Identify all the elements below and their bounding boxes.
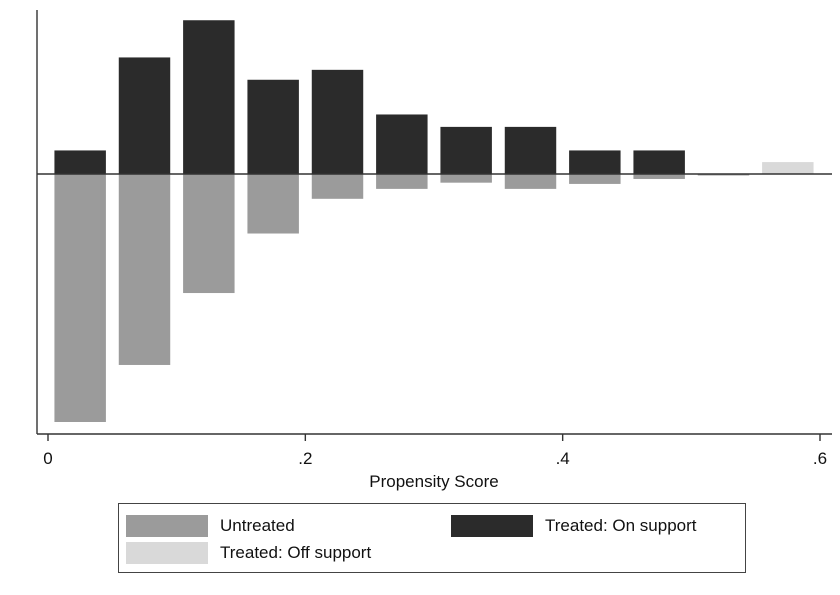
bar-treated-on-support-9 bbox=[633, 150, 685, 174]
bars-group bbox=[54, 20, 814, 422]
bar-treated-on-support-8 bbox=[569, 150, 621, 174]
bar-untreated-9 bbox=[633, 174, 685, 179]
legend-label-treated-on-support: Treated: On support bbox=[545, 516, 697, 535]
bar-treated-on-support-0 bbox=[54, 150, 106, 174]
bar-untreated-5 bbox=[376, 174, 428, 189]
bar-treated-on-support-3 bbox=[247, 79, 299, 174]
bar-treated-on-support-4 bbox=[311, 69, 364, 174]
x-ticks-group: 0 .2 .4 .6 bbox=[43, 434, 827, 468]
bar-untreated-2 bbox=[183, 174, 235, 294]
bar-untreated-10 bbox=[697, 174, 750, 176]
bar-untreated-8 bbox=[569, 174, 621, 184]
bar-untreated-6 bbox=[440, 174, 492, 183]
bar-treated-on-support-6 bbox=[440, 126, 492, 174]
legend-swatch-treated-off-support bbox=[126, 542, 208, 564]
x-axis-title: Propensity Score bbox=[369, 472, 498, 491]
bar-untreated-7 bbox=[504, 174, 557, 189]
bar-treated-on-support-5 bbox=[376, 114, 428, 174]
legend: Untreated Treated: On support Treated: O… bbox=[118, 503, 746, 573]
x-tick-label-1: .2 bbox=[298, 449, 312, 468]
bar-untreated-3 bbox=[247, 174, 299, 234]
bar-untreated-0 bbox=[54, 174, 106, 422]
legend-item-treated-off-support: Treated: Off support bbox=[126, 542, 371, 564]
legend-item-treated-on-support: Treated: On support bbox=[451, 515, 697, 537]
bar-treated-on-support-1 bbox=[118, 57, 171, 174]
legend-item-untreated: Untreated bbox=[126, 515, 295, 537]
x-tick-label-3: .6 bbox=[813, 449, 827, 468]
x-tick-label-2: .4 bbox=[556, 449, 570, 468]
legend-swatch-treated-on-support bbox=[451, 515, 533, 537]
bar-treated-on-support-2 bbox=[183, 20, 235, 174]
x-tick-label-0: 0 bbox=[43, 449, 52, 468]
bar-treated-on-support-7 bbox=[504, 126, 557, 174]
legend-label-untreated: Untreated bbox=[220, 516, 295, 535]
bar-untreated-1 bbox=[118, 174, 171, 365]
bar-treated-off-support-11 bbox=[762, 162, 814, 174]
legend-swatch-untreated bbox=[126, 515, 208, 537]
bar-untreated-4 bbox=[311, 174, 364, 199]
legend-label-treated-off-support: Treated: Off support bbox=[220, 543, 372, 562]
